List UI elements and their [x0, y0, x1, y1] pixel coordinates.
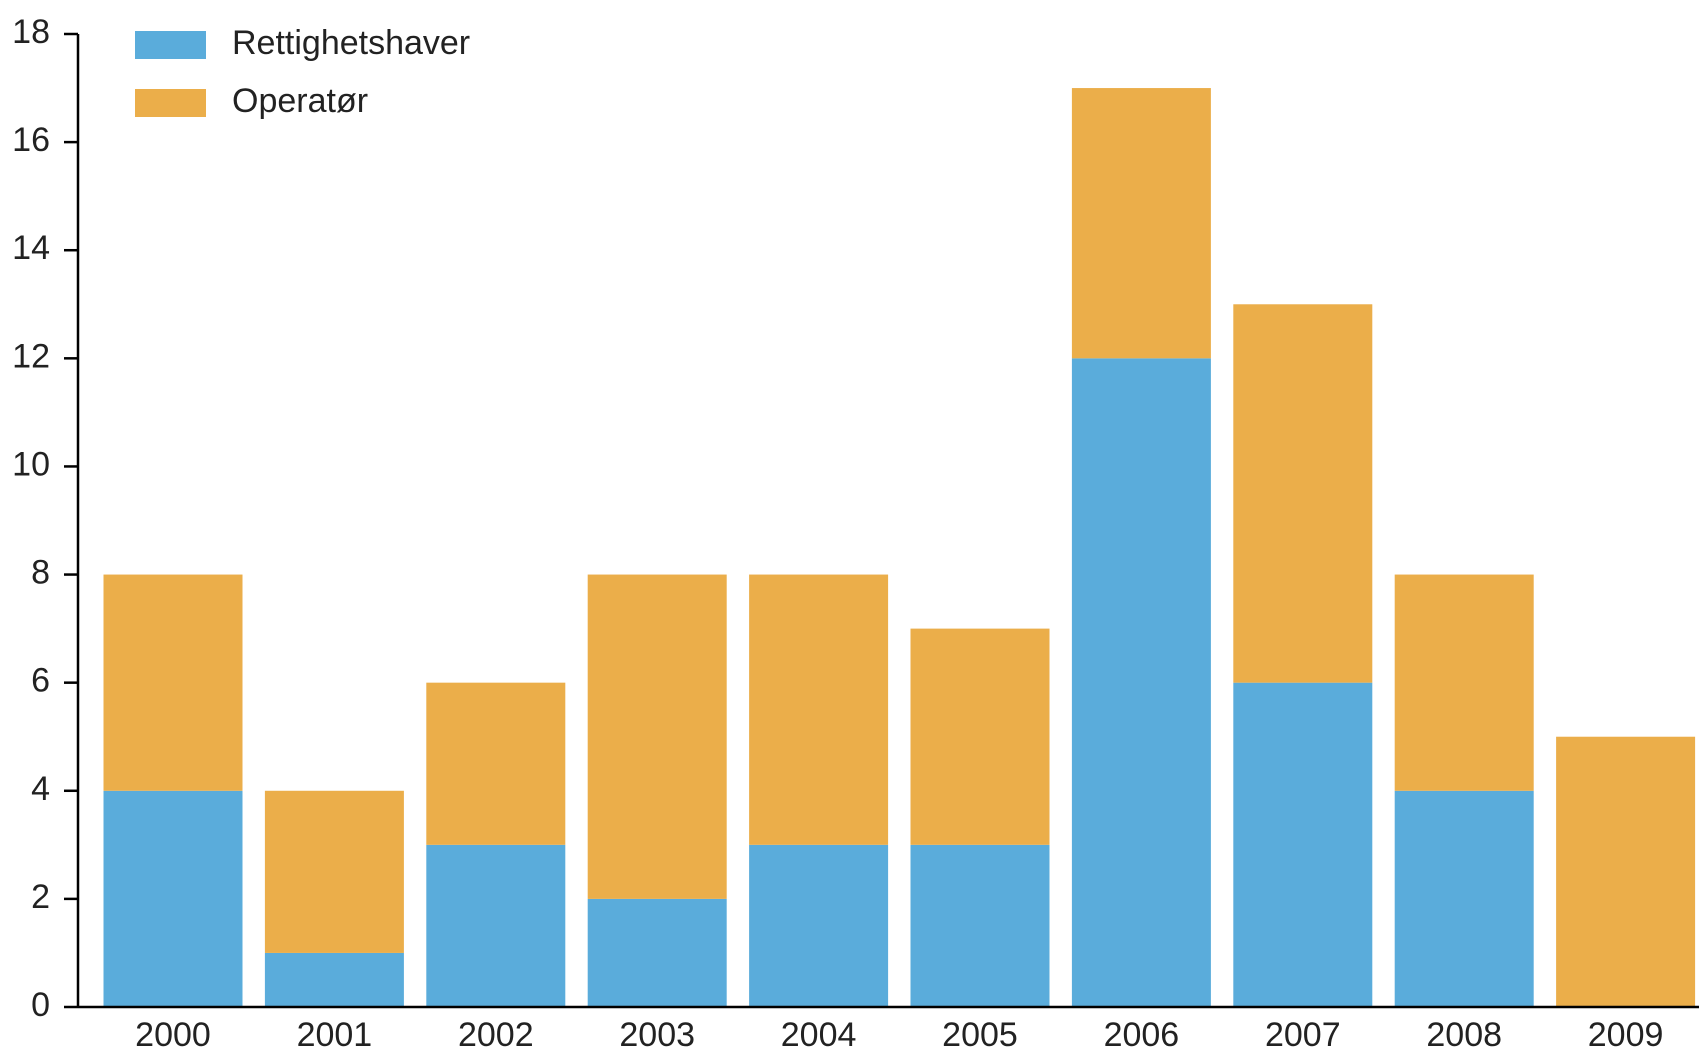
y-tick-label: 4 — [31, 770, 50, 808]
bar-segment — [1556, 736, 1696, 1007]
y-tick-label: 18 — [12, 13, 50, 51]
bar-segment — [103, 574, 243, 791]
x-tick-label: 2001 — [297, 1016, 373, 1054]
bar-segment — [910, 628, 1050, 845]
bar-segment — [749, 574, 889, 845]
x-tick-label: 2006 — [1104, 1016, 1180, 1054]
bar-segment — [910, 844, 1050, 1007]
y-tick-label: 0 — [31, 986, 50, 1024]
x-tick-label: 2009 — [1588, 1016, 1664, 1054]
bar-segment — [587, 574, 727, 899]
bar-segment — [426, 844, 566, 1007]
x-tick-label: 2003 — [619, 1016, 695, 1054]
legend-swatch — [135, 89, 206, 117]
bar-segment — [264, 790, 404, 953]
bar-segment — [426, 682, 566, 845]
bar-segment — [1233, 304, 1373, 683]
x-tick-label: 2000 — [135, 1016, 211, 1054]
y-tick-label: 12 — [12, 337, 50, 375]
bar-segment — [264, 952, 404, 1007]
legend-label: Operatør — [232, 82, 368, 120]
y-tick-label: 6 — [31, 662, 50, 700]
bar-segment — [1394, 574, 1534, 791]
x-tick-label: 2002 — [458, 1016, 534, 1054]
y-tick-label: 8 — [31, 554, 50, 592]
y-tick-label: 10 — [12, 445, 50, 483]
bar-segment — [1394, 790, 1534, 1007]
bar-segment — [1233, 682, 1373, 1007]
x-tick-label: 2007 — [1265, 1016, 1341, 1054]
x-tick-label: 2008 — [1426, 1016, 1502, 1054]
bar-segment — [749, 844, 889, 1007]
bar-segment — [1071, 88, 1211, 359]
bar-segment — [587, 898, 727, 1007]
legend-label: Rettighetshaver — [232, 24, 470, 62]
bar-segment — [103, 790, 243, 1007]
bar-segment — [1071, 358, 1211, 1007]
legend-swatch — [135, 31, 206, 59]
y-tick-label: 2 — [31, 878, 50, 916]
y-tick-label: 14 — [12, 229, 50, 267]
y-tick-label: 16 — [12, 121, 50, 159]
x-tick-label: 2005 — [942, 1016, 1018, 1054]
x-tick-label: 2004 — [781, 1016, 857, 1054]
